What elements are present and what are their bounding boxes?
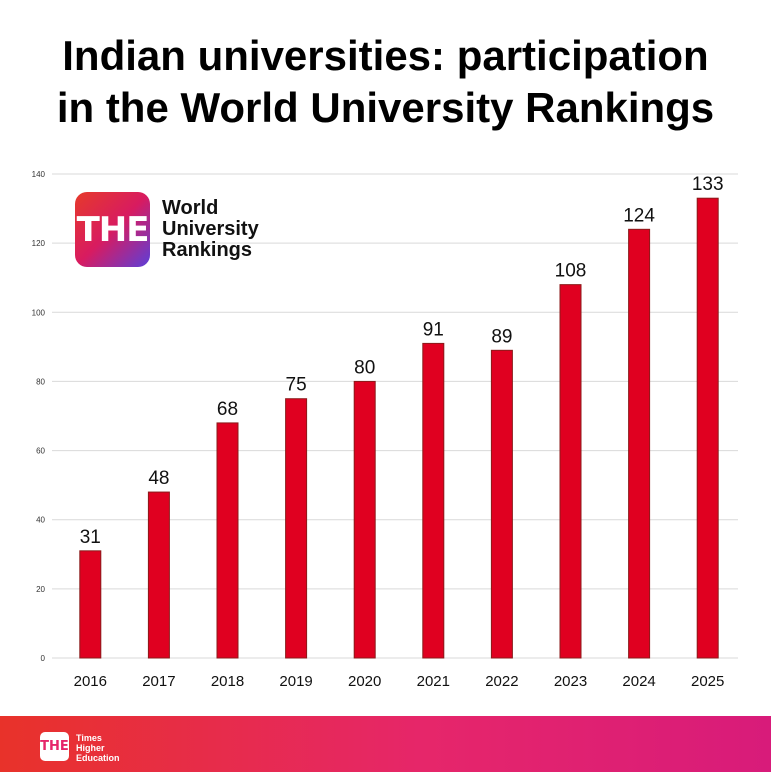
- bar: [353, 380, 376, 659]
- footer-line2: Higher: [76, 743, 105, 753]
- data-label: 91: [423, 319, 444, 340]
- bar: [422, 342, 445, 659]
- bar: [147, 491, 170, 659]
- data-label: 108: [555, 261, 587, 282]
- footer-brand-text: Times Higher Education: [76, 733, 120, 763]
- data-label: 68: [217, 399, 238, 420]
- data-label: 31: [80, 527, 101, 548]
- data-label: 133: [692, 174, 724, 195]
- data-label: 75: [286, 375, 307, 396]
- bar: [216, 422, 239, 659]
- y-tick-label: 80: [36, 377, 45, 386]
- bar: [559, 284, 582, 659]
- data-label: 124: [623, 205, 655, 226]
- wur-logo-text: World University Rankings: [162, 198, 259, 261]
- chart-title-line2: in the World University Rankings: [56, 84, 715, 131]
- footer-banner: THE Times Higher Education: [0, 716, 771, 772]
- logo-line2: University: [162, 218, 259, 240]
- y-tick-label: 100: [32, 308, 46, 317]
- bar: [79, 550, 102, 659]
- y-tick-label: 40: [36, 516, 45, 525]
- data-label: 48: [148, 468, 169, 489]
- x-tick-label: 2019: [279, 673, 312, 690]
- x-tick-label: 2016: [74, 673, 107, 690]
- y-tick-label: 140: [32, 170, 46, 179]
- footer-the-icon: THE: [40, 732, 69, 761]
- bar: [285, 398, 308, 659]
- y-tick-label: 0: [41, 654, 46, 663]
- x-tick-label: 2020: [348, 673, 381, 690]
- x-tick-label: 2021: [417, 673, 450, 690]
- footer-line3: Education: [76, 753, 120, 763]
- bar: [490, 349, 513, 659]
- x-tick-label: 2023: [554, 673, 587, 690]
- y-tick-label: 20: [36, 585, 45, 594]
- x-tick-label: 2017: [142, 673, 175, 690]
- logo-line1: World: [162, 197, 219, 219]
- footer-line1: Times: [76, 733, 102, 743]
- chart-title: Indian universities: participation in th…: [0, 30, 771, 134]
- bar: [696, 197, 719, 659]
- the-logo-icon: THE: [75, 192, 150, 267]
- x-tick-label: 2022: [485, 673, 518, 690]
- bar: [628, 228, 651, 659]
- data-label: 89: [491, 326, 512, 347]
- x-tick-label: 2018: [211, 673, 244, 690]
- x-tick-label: 2024: [622, 673, 655, 690]
- chart-title-line1: Indian universities: participation: [62, 32, 709, 79]
- y-tick-label: 120: [32, 239, 46, 248]
- y-tick-label: 60: [36, 447, 45, 456]
- bar-chart: 0 20 40 60 80 100 120 140 31 2016 48 2017 68 2018 75 20…: [32, 170, 738, 690]
- data-label: 80: [354, 357, 375, 378]
- x-tick-label: 2025: [691, 673, 724, 690]
- logo-line3: Rankings: [162, 239, 253, 261]
